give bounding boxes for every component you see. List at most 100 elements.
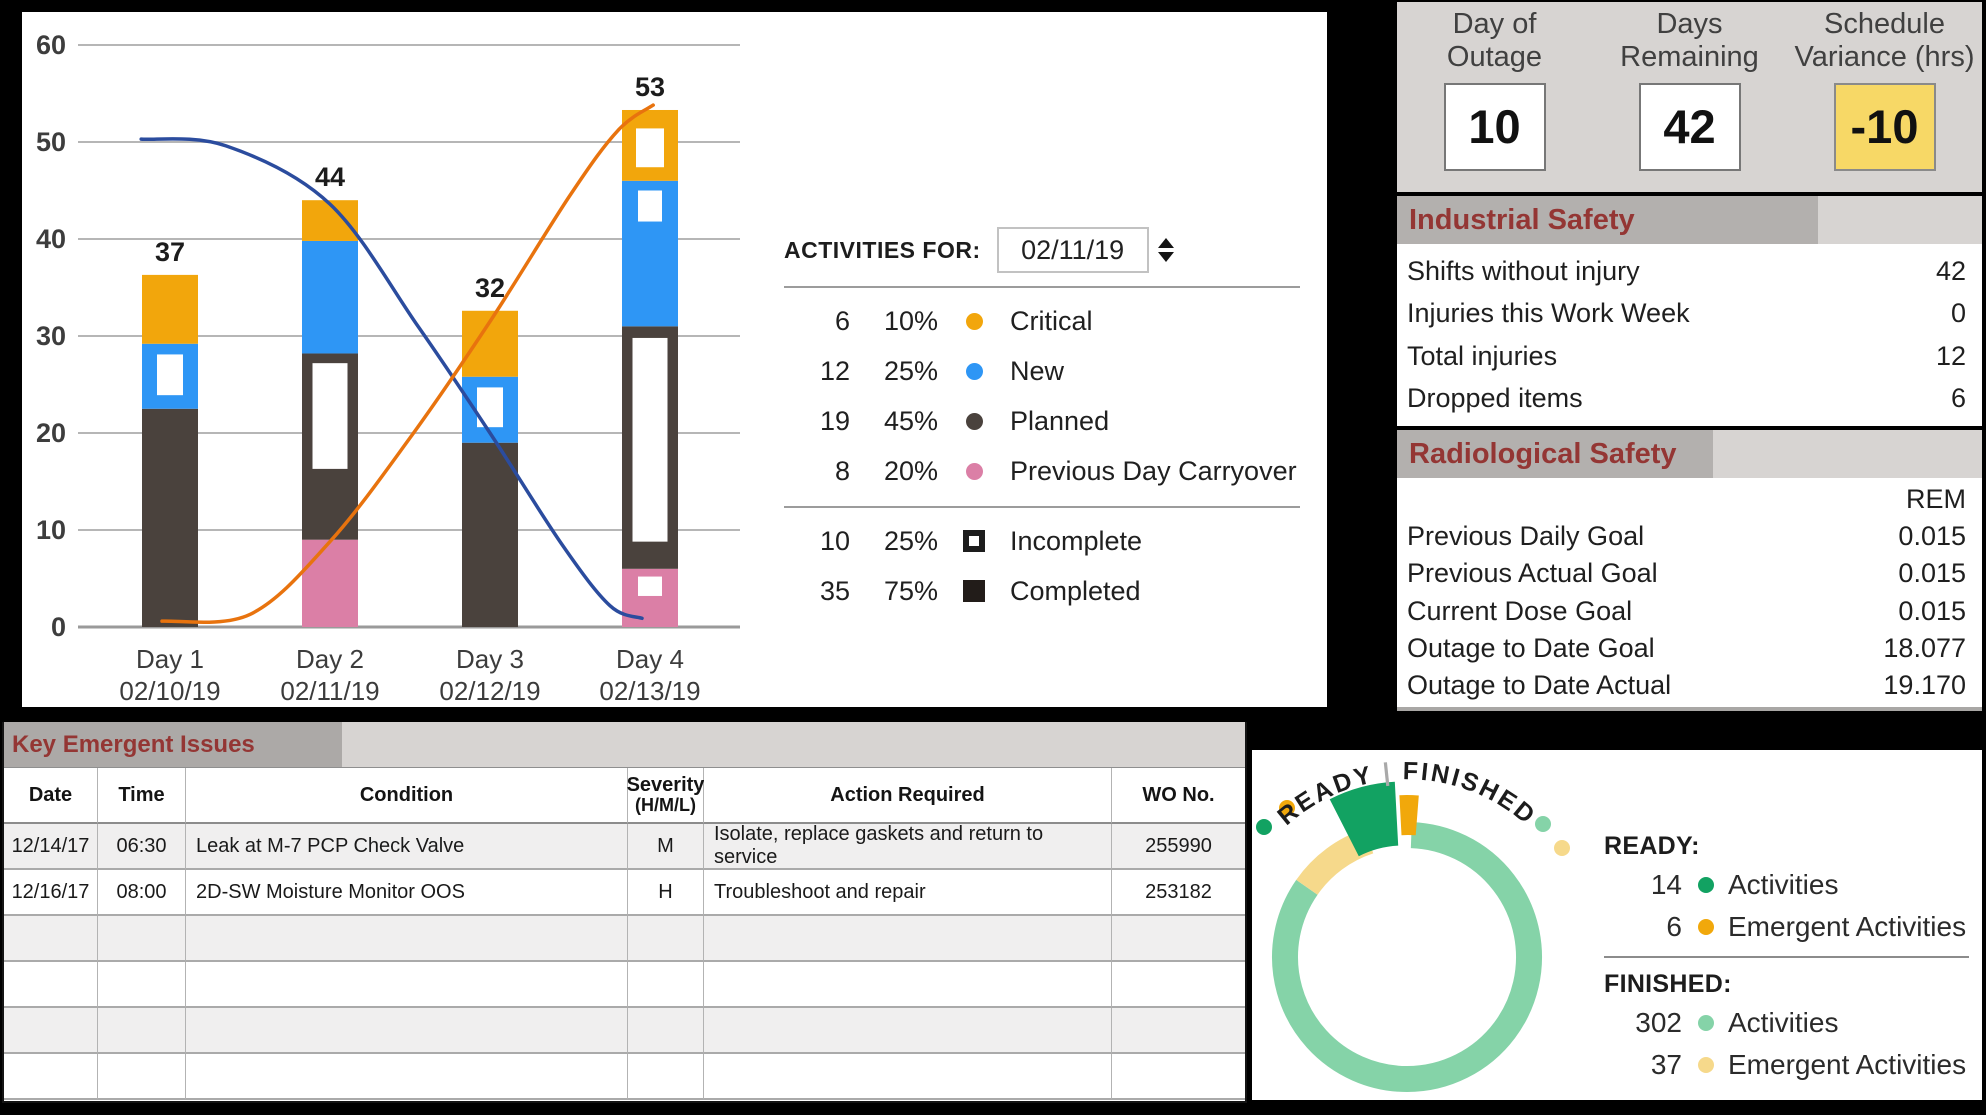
issues-cell	[704, 962, 1112, 1008]
safety-row: Total injuries 12	[1397, 341, 1982, 372]
safety-label: Previous Actual Goal	[1407, 558, 1658, 589]
key-emergent-issues-panel: Key Emergent Issues Date Time Condition Sev…	[2, 722, 1247, 1103]
incomplete-box	[638, 576, 662, 596]
ready-activities-dot-icon	[1256, 819, 1272, 835]
bar-total-label: 37	[155, 237, 185, 267]
issues-cell: 255990	[1112, 824, 1245, 870]
donut-legend-label: Activities	[1728, 869, 1839, 900]
safety-value: 0	[1950, 298, 1966, 329]
date-spinner[interactable]	[1157, 238, 1174, 262]
activities-title: ACTIVITIES FOR:	[784, 236, 981, 263]
x-tick-day: Day 2	[296, 644, 364, 674]
legend-count: 19	[819, 405, 850, 436]
safety-row: Shifts without injury 42	[1397, 256, 1982, 287]
safety-value: 18.077	[1883, 632, 1966, 663]
stat-day-of-outage: Day of Outage 10	[1397, 2, 1592, 192]
bar-segment-critical	[142, 274, 198, 344]
legend-count: 8	[834, 455, 850, 486]
issues-cell	[1112, 916, 1245, 962]
issues-cell: Isolate, replace gaskets and return to s…	[704, 823, 1112, 870]
safety-value: 0.015	[1898, 558, 1966, 589]
square-outline-icon	[963, 530, 985, 552]
issues-cell	[186, 1054, 628, 1100]
issues-cell	[1112, 1008, 1245, 1054]
stat-label: Schedule Variance (hrs)	[1795, 8, 1975, 75]
legend-label: Previous Day Carryover	[1010, 455, 1297, 486]
new-dot-icon	[965, 362, 983, 380]
issues-cell	[98, 962, 186, 1008]
industrial-safety-panel: Industrial Safety Shifts without injury 4…	[1397, 196, 1982, 426]
issues-cell	[186, 916, 628, 962]
spinner-up-icon[interactable]	[1157, 238, 1174, 248]
header-line: Date	[28, 784, 73, 806]
ready-activities-wedge	[1329, 781, 1399, 857]
header-line: Action Required	[830, 784, 985, 806]
safety-row: Injuries this Work Week 0	[1397, 298, 1982, 329]
legend-icon-cell	[938, 312, 1010, 330]
industrial-safety-title: Industrial Safety	[1409, 203, 1635, 236]
stat-label: Day of Outage	[1447, 8, 1542, 75]
issues-cell	[628, 916, 704, 962]
safety-row: REM	[1397, 484, 1982, 515]
stat-label: Days Remaining	[1620, 8, 1759, 75]
finished-emergent-dot-icon	[1554, 840, 1570, 856]
date-input[interactable]: 02/11/19	[996, 227, 1149, 273]
activities-dot-icon	[1698, 1015, 1714, 1031]
complete-curve	[160, 103, 655, 625]
x-tick-date: 02/12/19	[439, 676, 540, 706]
activities-legend: ACTIVITIES FOR: 02/11/19 6 10% Critical 12 2…	[784, 224, 1300, 616]
issues-cell	[704, 1008, 1112, 1054]
issues-column-header: Date	[4, 768, 98, 824]
x-tick-date: 02/11/19	[280, 676, 379, 706]
donut-legend-divider	[1604, 956, 1969, 958]
donut-legend: READY: 14 Activities 6 Emergent Activities …	[1604, 828, 1972, 1086]
ready-finished-donut-panel: READY | FINISHED READY: 14 Activities 6 Eme…	[1252, 750, 1982, 1100]
legend-label: Completed	[1010, 575, 1141, 606]
safety-row: Outage to Date Actual 19.170	[1397, 670, 1982, 701]
legend-row: 12 25% New	[784, 346, 1300, 396]
stat-label-line: Day of	[1452, 8, 1537, 40]
legend-count: 10	[819, 525, 850, 556]
ready-finished-donut-chart: READY | FINISHED	[1256, 757, 1570, 1092]
legend-percent: 25%	[883, 355, 938, 386]
finished-rows: 302 Activities 37 Emergent Activities	[1604, 1002, 1972, 1086]
daily-activities-chart-panel: 0 10 20 30 40 50 60 37 Day 1 02/10/19 44 Day 2 02/11…	[22, 12, 1327, 707]
legend-row: 6 10% Critical	[784, 296, 1300, 346]
donut-legend-row: 14 Activities	[1604, 864, 1972, 906]
y-tick-label: 0	[51, 612, 66, 642]
legend-percent: 25%	[883, 525, 938, 556]
header-shade: Industrial Safety	[1397, 196, 1819, 244]
safety-value: REM	[1906, 484, 1966, 515]
issues-table: Date Time Condition Severity (H/M/L) Action R…	[4, 768, 1245, 1100]
issues-cell: Troubleshoot and repair	[704, 870, 1112, 916]
radiological-safety-panel: Radiological Safety REM Previous Daily Go…	[1397, 430, 1982, 711]
safety-label: Injuries this Work Week	[1407, 298, 1690, 329]
planned-dot-icon	[965, 412, 983, 430]
legend-percent: 75%	[883, 575, 938, 606]
safety-value: 12	[1935, 340, 1966, 371]
issues-column-header: Action Required	[704, 768, 1112, 824]
legend-label: Incomplete	[1010, 525, 1143, 556]
legend-divider	[784, 506, 1300, 508]
ready-emergent-dot-icon	[1279, 800, 1295, 816]
spinner-down-icon[interactable]	[1157, 252, 1174, 262]
donut-legend-value: 6	[1666, 911, 1682, 942]
issues-cell: 12/16/17	[4, 870, 98, 916]
stat-label-line: Schedule	[1824, 8, 1945, 40]
activities-dot-icon	[1698, 877, 1714, 893]
safety-label: Current Dose Goal	[1407, 595, 1633, 626]
radiological-safety-rows: REM Previous Daily Goal 0.015 Previous Actu…	[1397, 478, 1982, 707]
bar-total-label: 53	[635, 72, 665, 102]
issues-cell	[98, 1054, 186, 1100]
safety-label: Total injuries	[1407, 340, 1558, 371]
radiological-safety-title: Radiological Safety	[1409, 437, 1677, 470]
issues-cell	[4, 1008, 98, 1054]
stat-label-line: Outage	[1446, 41, 1543, 74]
legend-label: Critical	[1010, 305, 1093, 336]
issues-cell: Leak at M-7 PCP Check Valve	[186, 824, 628, 870]
legend-percent: 20%	[883, 455, 938, 486]
ready-emergent-wedge	[1399, 795, 1419, 836]
issues-cell	[4, 916, 98, 962]
issues-cell	[1112, 962, 1245, 1008]
stat-days-remaining: Days Remaining 42	[1592, 2, 1787, 192]
